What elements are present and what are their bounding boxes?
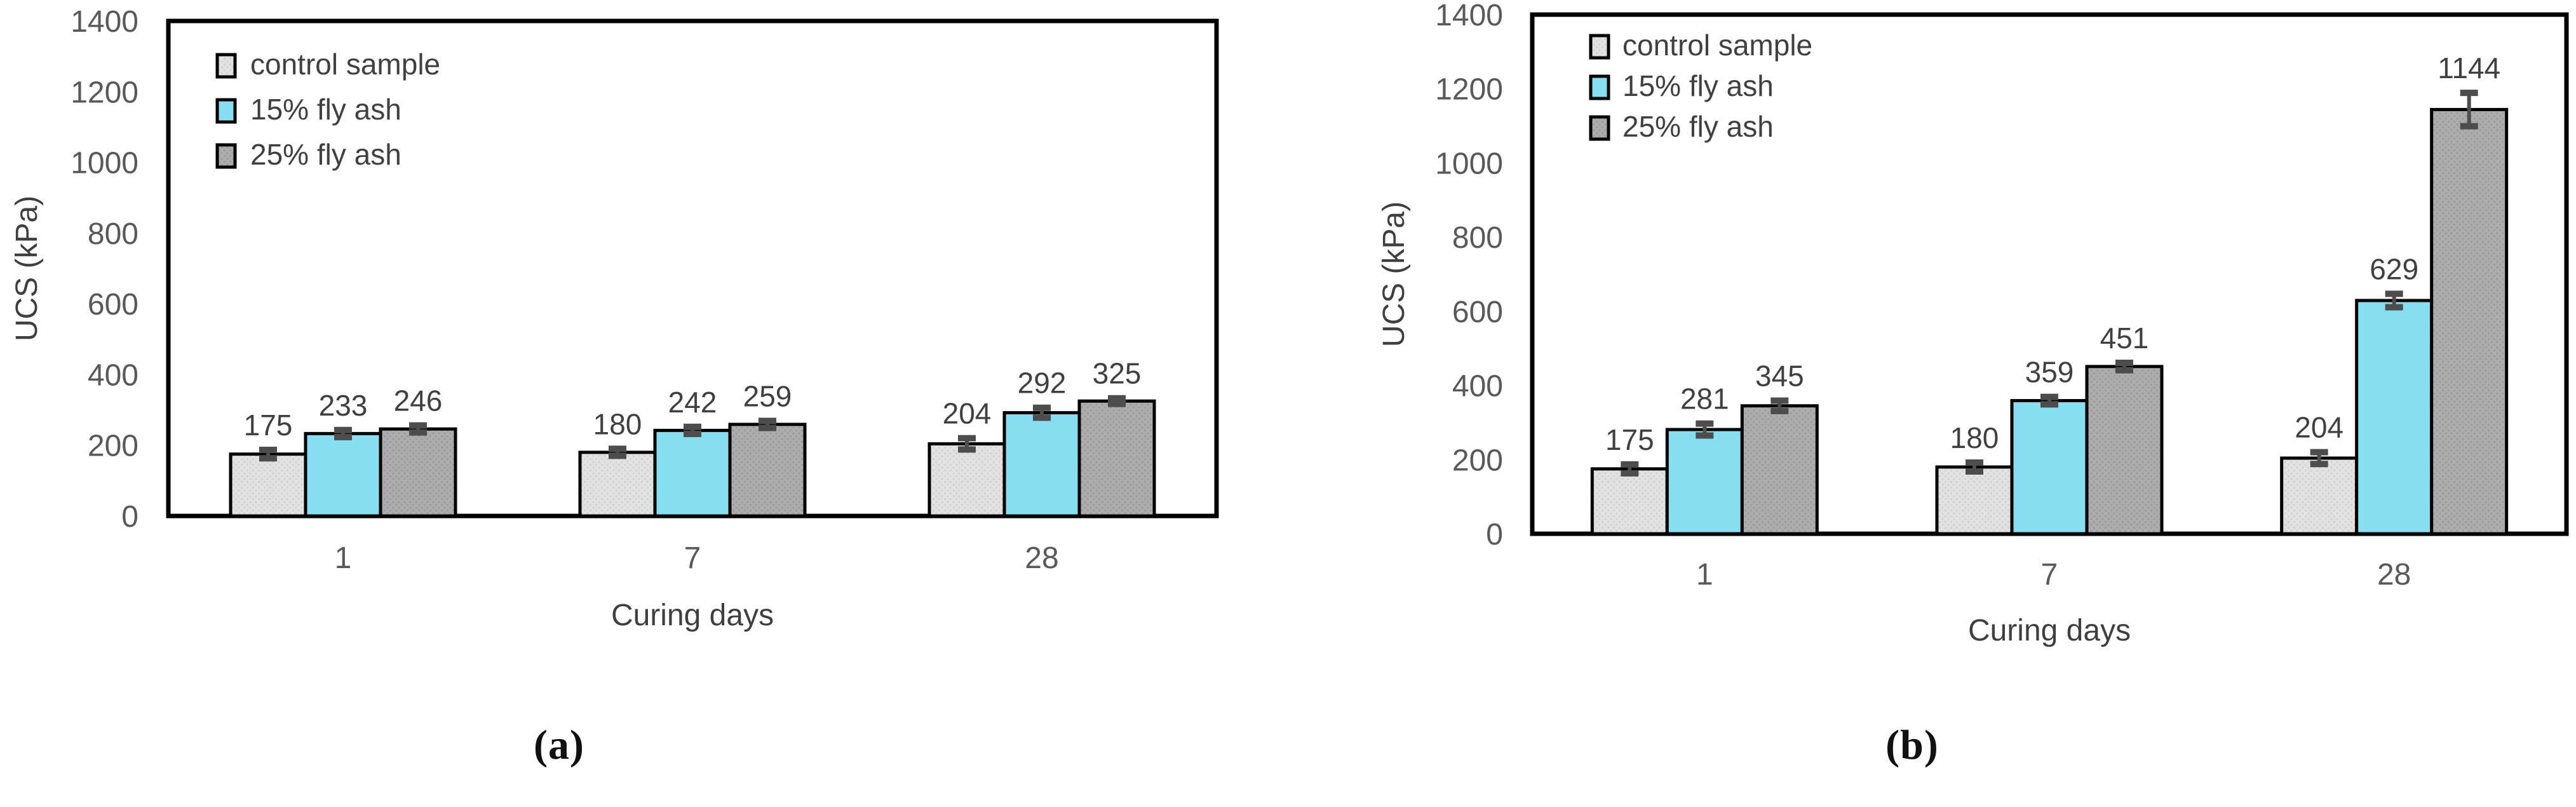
value-label: 180	[593, 407, 642, 440]
bar-25-fly-ash-day-28	[2430, 107, 2509, 536]
x-tick-label: 28	[1025, 541, 1058, 575]
bar-control-sample-day-28	[2280, 456, 2359, 536]
bar-25-fly-ash-day-7	[728, 423, 807, 518]
value-label: 281	[1680, 383, 1729, 416]
y-tick-label: 1200	[1435, 73, 1503, 107]
caption-b: (b)	[1885, 722, 1939, 768]
bar-control-sample-day-7	[1935, 465, 2014, 536]
value-label: 204	[943, 397, 992, 430]
legend-swatch-control-sample	[1589, 34, 1610, 60]
legend-label: 15% fly ash	[1622, 69, 1774, 102]
value-label: 242	[668, 386, 717, 419]
bar-control-sample-day-7	[578, 451, 657, 518]
x-tick-label: 1	[335, 541, 352, 575]
chart-b: 0 200 400 600 800 1000 1200 1400 UCS (kPa) 1 175 28…	[1377, 0, 2569, 648]
x-tick-label: 7	[2041, 558, 2058, 592]
value-label: 175	[1605, 423, 1654, 456]
value-label: 325	[1093, 357, 1142, 390]
y-axis-title: UCS (kPa)	[10, 196, 44, 341]
y-axis-title: UCS (kPa)	[1377, 201, 1411, 347]
y-tick-label: 1000	[71, 147, 138, 180]
y-tick-label: 0	[1486, 518, 1503, 552]
legend-label: control sample	[250, 48, 440, 81]
legend-swatch-15-fly-ash	[215, 98, 237, 124]
bar-15-fly-ash-day-28	[1002, 411, 1081, 518]
bar-15-fly-ash-day-7	[2010, 398, 2089, 536]
value-label: 345	[1755, 359, 1804, 392]
bar-15-fly-ash-day-7	[653, 428, 732, 518]
bar-25-fly-ash-day-1	[1740, 404, 1819, 536]
legend-swatch-control-sample	[215, 53, 237, 79]
y-tick-label: 1400	[71, 5, 138, 39]
x-tick-label: 1	[1696, 558, 1713, 592]
y-tick-label: 200	[1452, 444, 1503, 477]
value-label: 175	[244, 409, 293, 442]
legend-label: control sample	[1622, 29, 1812, 62]
legend-label: 25% fly ash	[250, 138, 401, 171]
value-label: 204	[2295, 411, 2343, 444]
value-label: 233	[319, 389, 368, 422]
bar-15-fly-ash-day-28	[2355, 299, 2434, 536]
legend-swatch-25-fly-ash	[1589, 115, 1610, 141]
bar-control-sample-day-1	[1590, 467, 1669, 536]
legend-swatch-25-fly-ash	[215, 143, 237, 169]
bar-control-sample-day-28	[927, 442, 1006, 518]
value-label: 259	[743, 379, 792, 412]
y-tick-label: 1000	[1435, 147, 1503, 180]
x-tick-label: 7	[684, 541, 701, 575]
value-label: 359	[2025, 356, 2074, 389]
legend-label: 25% fly ash	[1622, 110, 1774, 143]
x-axis-title: Curing days	[1968, 614, 2131, 648]
value-label: 629	[2370, 252, 2418, 285]
value-label: 246	[394, 384, 443, 417]
y-tick-label: 800	[1452, 221, 1503, 255]
bar-25-fly-ash-day-1	[379, 427, 457, 518]
y-tick-label: 800	[88, 217, 138, 251]
legend-swatch-15-fly-ash	[1589, 74, 1610, 100]
y-tick-label: 1400	[1435, 0, 1503, 32]
y-tick-label: 600	[1452, 295, 1503, 329]
value-label: 1144	[2438, 51, 2500, 85]
bar-control-sample-day-1	[229, 452, 307, 518]
y-tick-label: 600	[88, 288, 138, 322]
value-label: 180	[1950, 421, 1999, 454]
y-tick-label: 200	[88, 430, 138, 463]
value-label: 451	[2100, 322, 2149, 355]
bar-15-fly-ash-day-1	[304, 431, 382, 518]
chart-a: 0 200 400 600 800 1000 1200 1400 UCS (kPa) 1 175 23…	[10, 5, 1219, 632]
bar-15-fly-ash-day-1	[1665, 428, 1744, 536]
y-tick-label: 1200	[71, 76, 138, 109]
x-tick-label: 28	[2377, 558, 2411, 592]
bar-25-fly-ash-day-7	[2085, 365, 2164, 536]
y-tick-label: 400	[1452, 370, 1503, 404]
legend-label: 15% fly ash	[250, 93, 401, 126]
x-axis-title: Curing days	[611, 599, 774, 632]
value-label: 292	[1018, 367, 1067, 400]
caption-a: (a)	[534, 722, 584, 768]
y-tick-label: 0	[121, 500, 138, 534]
bar-25-fly-ash-day-28	[1077, 399, 1156, 518]
y-tick-label: 400	[88, 358, 138, 392]
